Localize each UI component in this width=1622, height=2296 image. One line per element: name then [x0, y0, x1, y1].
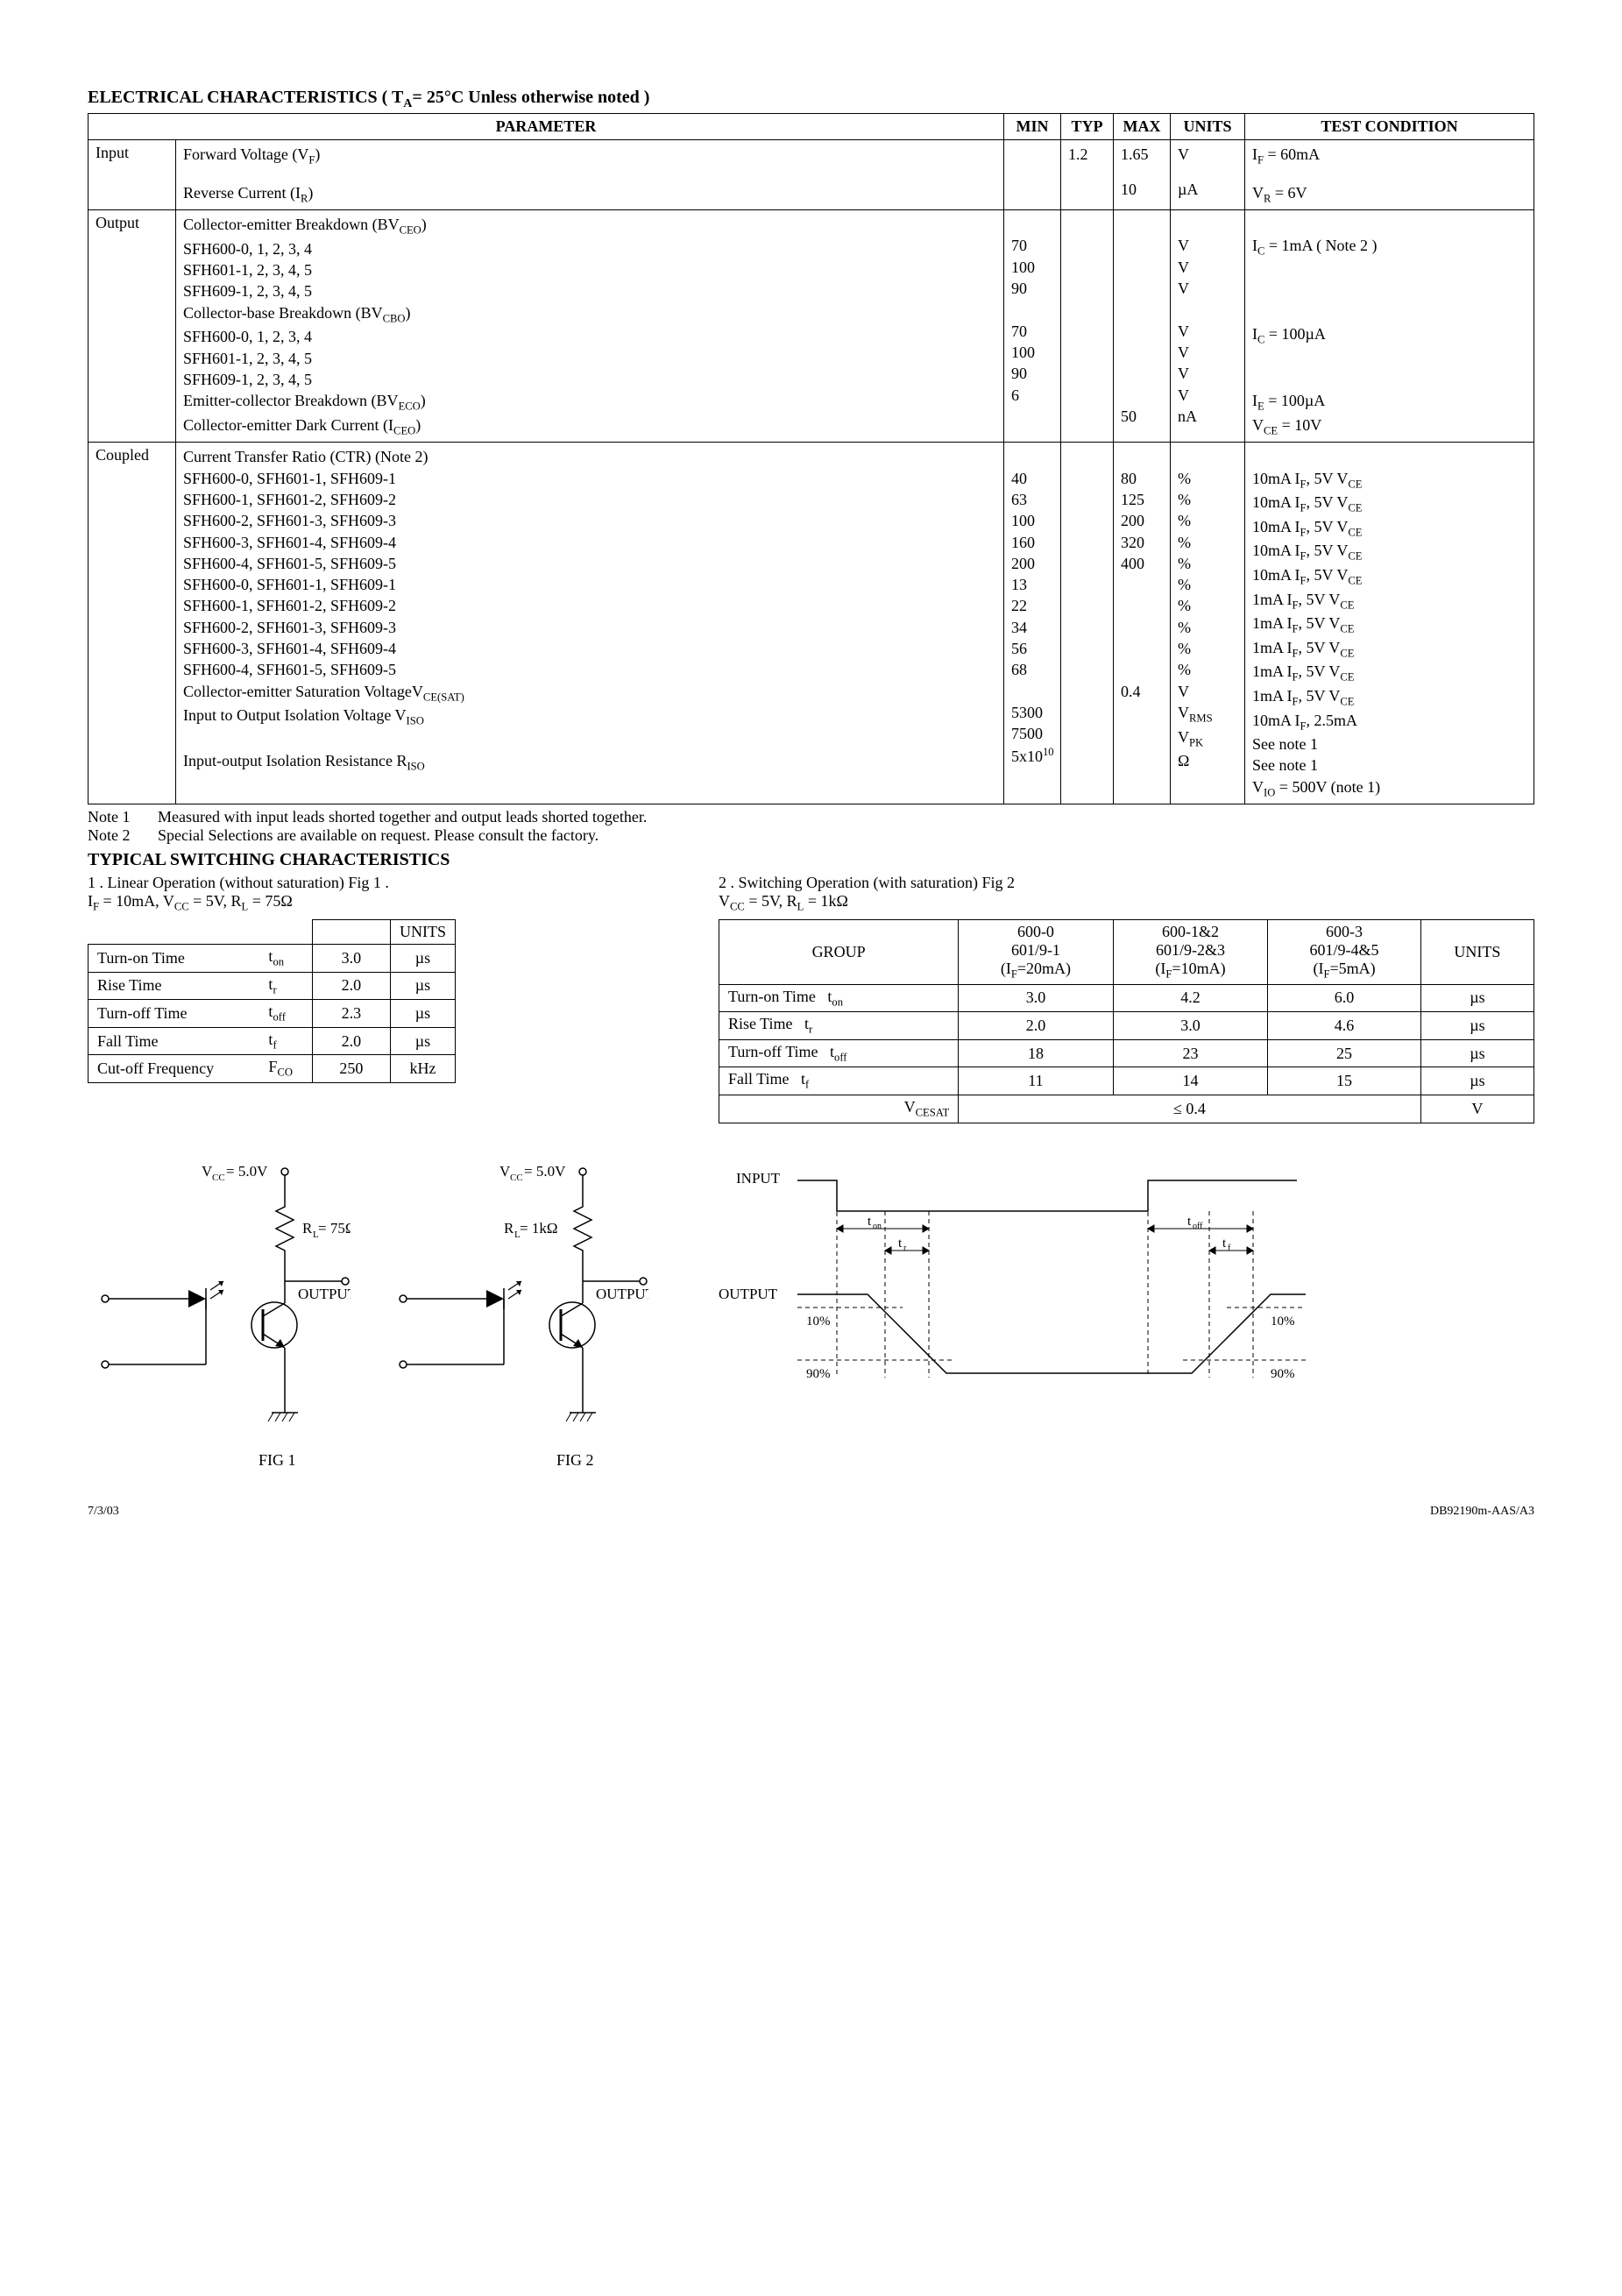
svg-text:f: f [1228, 1244, 1231, 1253]
fig2: VCC = 5.0V RL = 1kΩ OUTPUT [386, 1159, 648, 1478]
col-header-2: 600-3601/9-4&5(IF=5mA) [1268, 919, 1421, 984]
left-heading-b: IF = 10mA, VCC = 5V, RL = 75Ω [88, 892, 648, 914]
header-test-condition: TEST CONDITION [1245, 114, 1534, 140]
group-label: Coupled [89, 443, 176, 804]
left-table: UNITS Turn-on Timeton3.0µsRise Timetr2.0… [88, 919, 456, 1083]
svg-text:t: t [898, 1237, 903, 1251]
switching-right: 2 . Switching Operation (with saturation… [719, 874, 1534, 1123]
title-sub: A [403, 97, 412, 110]
svg-text:= 5.0V: = 5.0V [226, 1163, 268, 1180]
electrical-characteristics-table: PARAMETER MIN TYP MAX UNITS TEST CONDITI… [88, 113, 1534, 804]
header-parameter: PARAMETER [89, 114, 1004, 140]
fig1-svg: VCC = 5.0V RL = 75Ω OUTPUT [88, 1159, 351, 1474]
svg-text:t: t [1222, 1237, 1227, 1251]
footer-left: 7/3/03 [88, 1505, 119, 1519]
svg-text:t: t [1187, 1215, 1192, 1229]
header-typ: TYP [1061, 114, 1114, 140]
footer-right: DB92190m-AAS/A3 [1430, 1505, 1534, 1519]
timing-diagram: INPUT ton tr [684, 1159, 1314, 1443]
table-header-row: PARAMETER MIN TYP MAX UNITS TEST CONDITI… [89, 114, 1534, 140]
svg-text:10%: 10% [1271, 1315, 1295, 1329]
timing-svg: INPUT ton tr [684, 1159, 1314, 1439]
svg-text:on: on [873, 1222, 882, 1231]
header-max: MAX [1114, 114, 1171, 140]
right-table: GROUP 600-0601/9-1(IF=20mA) 600-1&2601/9… [719, 919, 1534, 1123]
fig1-caption: FIG 1 [259, 1451, 296, 1469]
svg-text:OUTPUT: OUTPUT [298, 1286, 351, 1302]
svg-text:10%: 10% [806, 1315, 831, 1329]
note-2: Note 2Special Selections are available o… [88, 826, 1534, 845]
fig2-svg: VCC = 5.0V RL = 1kΩ OUTPUT [386, 1159, 648, 1474]
header-units: UNITS [1171, 114, 1245, 140]
svg-text:off: off [1193, 1222, 1203, 1231]
figures-area: VCC = 5.0V RL = 75Ω OUTPUT [88, 1159, 1534, 1478]
col-header-1: 600-1&2601/9-2&3(IF=10mA) [1113, 919, 1268, 984]
svg-text:CC: CC [510, 1173, 523, 1183]
svg-text:r: r [903, 1244, 907, 1253]
svg-text:90%: 90% [806, 1367, 831, 1381]
page-title: ELECTRICAL CHARACTERISTICS ( TA= 25°C Un… [88, 88, 1534, 111]
notes: Note 1Measured with input leads shorted … [88, 808, 1534, 845]
svg-text:t: t [868, 1215, 872, 1229]
svg-text:R: R [302, 1220, 313, 1237]
svg-text:90%: 90% [1271, 1367, 1295, 1381]
header-min: MIN [1004, 114, 1061, 140]
left-heading-a: 1 . Linear Operation (without saturation… [88, 874, 648, 892]
switching-left: 1 . Linear Operation (without saturation… [88, 874, 648, 1123]
svg-text:INPUT: INPUT [736, 1170, 781, 1187]
col-header-0: 600-0601/9-1(IF=20mA) [959, 919, 1114, 984]
fig2-caption: FIG 2 [556, 1451, 594, 1469]
fig1: VCC = 5.0V RL = 75Ω OUTPUT [88, 1159, 351, 1478]
footer: 7/3/03 DB92190m-AAS/A3 [88, 1505, 1534, 1519]
svg-text:= 5.0V: = 5.0V [524, 1163, 566, 1180]
svg-text:CC: CC [212, 1173, 225, 1183]
svg-text:OUTPUT: OUTPUT [719, 1286, 778, 1302]
right-heading-a: 2 . Switching Operation (with saturation… [719, 874, 1534, 892]
group-label: Input [89, 140, 176, 210]
title-suffix: = 25°C Unless otherwise noted ) [412, 88, 649, 107]
svg-text:= 75Ω: = 75Ω [318, 1220, 351, 1237]
right-heading-b: VCC = 5V, RL = 1kΩ [719, 892, 1534, 914]
note-1: Note 1Measured with input leads shorted … [88, 808, 1534, 826]
svg-text:OUTPUT: OUTPUT [596, 1286, 648, 1302]
group-label: Output [89, 210, 176, 443]
title-prefix: ELECTRICAL CHARACTERISTICS ( T [88, 88, 403, 107]
svg-text:= 1kΩ: = 1kΩ [520, 1220, 557, 1237]
switching-title: TYPICAL SWITCHING CHARACTERISTICS [88, 850, 1534, 870]
svg-text:R: R [504, 1220, 514, 1237]
